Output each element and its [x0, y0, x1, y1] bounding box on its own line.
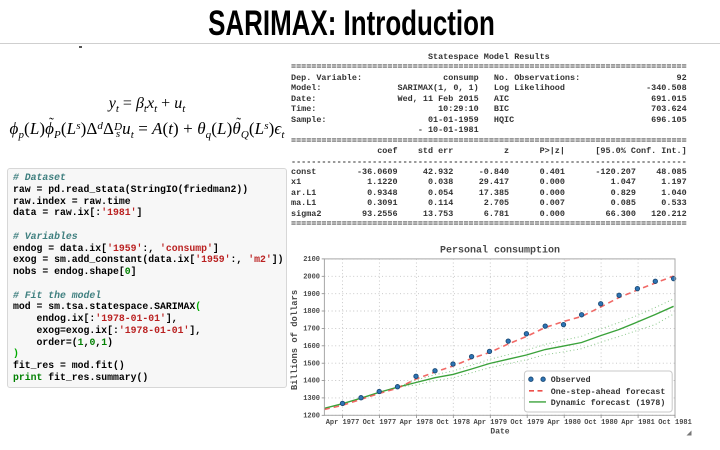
- svg-text:1900: 1900: [303, 291, 320, 299]
- svg-text:Date: Date: [490, 428, 509, 437]
- svg-text:Dynamic forecast (1978): Dynamic forecast (1978): [551, 398, 666, 408]
- svg-text:Oct 1978: Oct 1978: [436, 419, 470, 427]
- svg-text:1500: 1500: [303, 360, 320, 368]
- svg-text:2100: 2100: [303, 256, 320, 264]
- svg-text:Billions of dollars: Billions of dollars: [290, 290, 300, 390]
- svg-text:Apr 1977: Apr 1977: [326, 419, 360, 427]
- svg-text:Apr 1978: Apr 1978: [400, 419, 434, 427]
- svg-text:1600: 1600: [303, 343, 320, 351]
- svg-text:2000: 2000: [303, 274, 320, 282]
- svg-text:One-step-ahead forecast: One-step-ahead forecast: [551, 387, 666, 397]
- svg-text:Oct 1981: Oct 1981: [658, 419, 692, 427]
- svg-text:1800: 1800: [303, 308, 320, 316]
- svg-text:1400: 1400: [303, 378, 320, 386]
- svg-text:Oct 1979: Oct 1979: [510, 419, 544, 427]
- svg-text:Oct 1980: Oct 1980: [584, 419, 618, 427]
- svg-text:1700: 1700: [303, 326, 320, 334]
- svg-text:Apr 1981: Apr 1981: [621, 419, 655, 427]
- svg-text:Apr 1979: Apr 1979: [473, 419, 507, 427]
- svg-text:1200: 1200: [303, 413, 320, 421]
- svg-text:Oct 1977: Oct 1977: [363, 419, 397, 427]
- svg-text:Observed: Observed: [551, 375, 591, 385]
- svg-text:Apr 1980: Apr 1980: [547, 419, 581, 427]
- svg-text:Personal consumption: Personal consumption: [440, 245, 560, 257]
- svg-text:1300: 1300: [303, 395, 320, 403]
